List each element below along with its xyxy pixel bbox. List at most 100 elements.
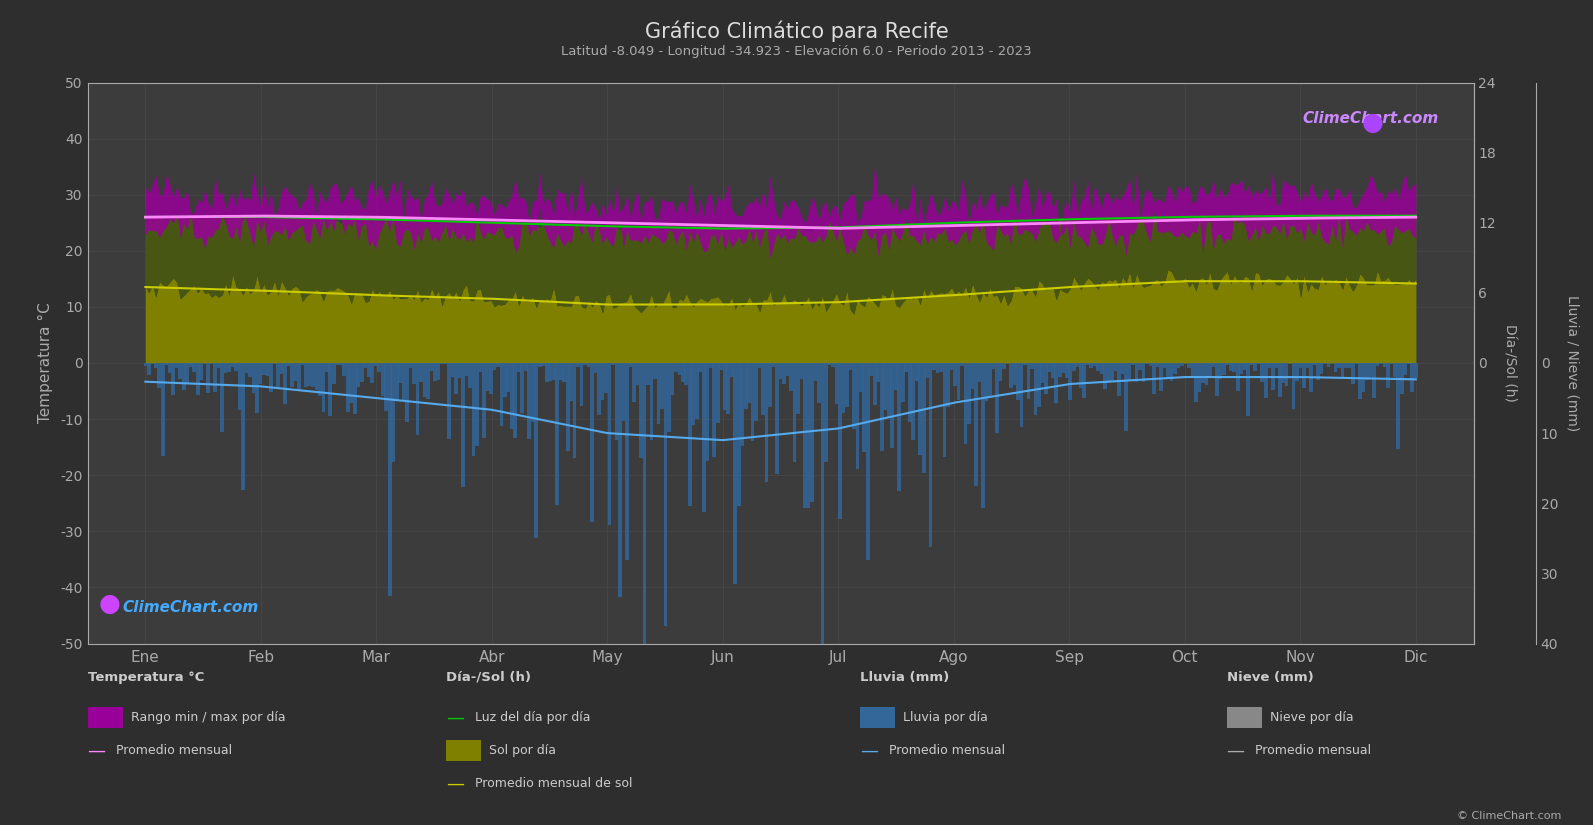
Bar	[733, 363, 738, 584]
Bar	[551, 363, 556, 380]
Bar	[744, 363, 747, 409]
Bar	[782, 363, 785, 384]
Bar	[182, 363, 186, 389]
Bar	[632, 363, 636, 402]
Bar	[1163, 363, 1166, 368]
Bar	[577, 363, 580, 367]
Bar	[1380, 363, 1383, 365]
Bar	[870, 363, 873, 376]
Bar	[193, 363, 196, 372]
Bar	[378, 363, 381, 372]
Text: —: —	[446, 709, 464, 727]
Bar	[436, 363, 440, 380]
Bar	[597, 363, 601, 415]
Bar	[1110, 363, 1114, 381]
Bar	[859, 363, 863, 392]
Bar	[398, 363, 401, 384]
Text: Rango min / max por día: Rango min / max por día	[131, 711, 285, 724]
Bar	[601, 363, 604, 399]
Bar	[255, 363, 260, 413]
Bar	[656, 363, 660, 424]
Bar	[1078, 363, 1083, 389]
Bar	[451, 363, 454, 377]
Bar	[1316, 363, 1321, 380]
Bar	[1263, 363, 1268, 398]
Bar	[660, 363, 664, 409]
Text: Sol por día: Sol por día	[489, 744, 556, 757]
Bar	[1034, 363, 1037, 415]
Bar	[513, 363, 518, 438]
Bar	[1271, 363, 1274, 390]
Bar	[594, 363, 597, 373]
Text: Lluvia por día: Lluvia por día	[903, 711, 988, 724]
Bar	[1274, 363, 1278, 368]
Bar	[1327, 363, 1330, 367]
Bar	[448, 363, 451, 439]
Bar	[1204, 363, 1207, 384]
Bar	[387, 363, 392, 596]
Bar	[1008, 363, 1013, 388]
Text: Lluvia (mm): Lluvia (mm)	[860, 671, 949, 684]
Bar	[991, 363, 996, 369]
Bar	[1026, 363, 1031, 399]
Bar	[457, 363, 462, 379]
Bar	[996, 363, 999, 433]
Bar	[280, 363, 284, 375]
Bar	[217, 363, 220, 368]
Bar	[569, 363, 573, 400]
Bar	[946, 363, 949, 407]
Bar	[723, 363, 726, 410]
Bar	[1222, 363, 1225, 375]
Bar	[245, 363, 249, 374]
Bar	[806, 363, 811, 508]
Bar	[720, 363, 723, 370]
Bar	[1160, 363, 1163, 391]
Bar	[507, 363, 510, 392]
Bar	[331, 363, 336, 384]
Bar	[1099, 363, 1104, 375]
Text: ●: ●	[99, 592, 121, 615]
Bar	[1368, 363, 1372, 377]
Bar	[664, 363, 667, 626]
Bar	[1121, 363, 1125, 375]
Bar	[639, 363, 644, 458]
Bar	[483, 363, 486, 437]
Text: ClimeChart.com: ClimeChart.com	[1303, 111, 1438, 125]
Bar	[503, 363, 507, 397]
Bar	[1031, 363, 1034, 369]
Bar	[680, 363, 685, 382]
Bar	[1075, 363, 1078, 367]
Bar	[161, 363, 164, 456]
Bar	[1386, 363, 1389, 388]
Bar	[1212, 363, 1215, 367]
Bar	[800, 363, 803, 379]
Bar	[1375, 363, 1380, 366]
Bar	[1055, 363, 1058, 403]
Bar	[384, 363, 389, 411]
Bar	[1013, 363, 1016, 385]
Bar	[395, 363, 398, 401]
Bar	[1048, 363, 1051, 372]
Bar	[328, 363, 333, 416]
Bar	[1155, 363, 1160, 367]
Bar	[269, 363, 272, 392]
Bar	[618, 363, 621, 597]
Bar	[703, 363, 706, 512]
Bar	[1131, 363, 1134, 365]
Bar	[1298, 363, 1303, 368]
Text: —: —	[1227, 742, 1244, 760]
Bar	[518, 363, 521, 372]
Bar	[311, 363, 315, 387]
Bar	[624, 363, 629, 560]
Bar	[953, 363, 957, 386]
Bar	[147, 363, 151, 375]
Bar	[1037, 363, 1040, 408]
Bar	[527, 363, 530, 439]
Bar	[897, 363, 902, 491]
Bar	[1172, 363, 1177, 374]
Bar	[1145, 363, 1149, 364]
Bar	[314, 363, 319, 390]
Bar	[301, 363, 304, 365]
Bar	[935, 363, 940, 373]
Bar	[1104, 363, 1107, 389]
